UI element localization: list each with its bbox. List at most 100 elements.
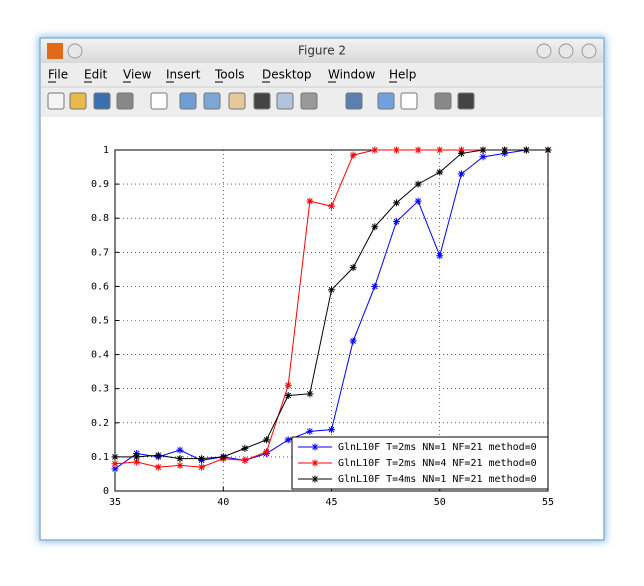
- legend-label: GlnL10F T=4ms NN=1 NF=21 method=0: [338, 474, 537, 485]
- toolbar-button[interactable]: [150, 92, 168, 110]
- title-bar: [41, 39, 603, 63]
- axes-box: [114, 149, 549, 492]
- marker: [133, 453, 141, 461]
- toolbar-button[interactable]: [47, 92, 65, 110]
- toolbar-button[interactable]: [457, 92, 475, 110]
- toolbar-button[interactable]: [434, 92, 452, 110]
- marker: [111, 453, 119, 461]
- marker: [522, 146, 530, 154]
- menu-item[interactable]: Tools: [214, 68, 245, 82]
- x-tick-label: 35: [109, 497, 121, 508]
- marker: [436, 252, 444, 260]
- marker: [544, 146, 552, 154]
- marker: [284, 381, 292, 389]
- marker: [328, 286, 335, 294]
- y-tick-label: 0.5: [91, 316, 109, 327]
- marker: [436, 168, 444, 176]
- legend-box: [291, 436, 549, 490]
- legend-marker: [311, 443, 319, 451]
- marker: [457, 149, 465, 157]
- marker: [263, 436, 271, 444]
- y-tick-label: 0.9: [91, 179, 109, 190]
- marker: [371, 282, 379, 290]
- marker: [392, 199, 400, 207]
- toolbar-button[interactable]: [93, 92, 111, 110]
- y-tick-label: 0.4: [91, 350, 109, 361]
- y-tick-label: 0.1: [91, 452, 109, 463]
- marker: [154, 463, 162, 471]
- toolbar-button[interactable]: [69, 92, 87, 110]
- legend-marker: [311, 475, 319, 483]
- marker: [414, 146, 422, 154]
- toolbar-button[interactable]: [400, 92, 418, 110]
- marker: [457, 170, 465, 178]
- toolbar-button[interactable]: [276, 92, 294, 110]
- y-tick-label: 0.2: [91, 418, 109, 429]
- marker: [479, 146, 487, 154]
- menu-item[interactable]: Window: [328, 68, 376, 82]
- marker: [241, 444, 249, 452]
- marker: [328, 426, 335, 434]
- menu-button[interactable]: [67, 43, 83, 59]
- marker: [133, 458, 141, 466]
- legend-label: GlnL10F T=2ms NN=1 NF=21 method=0: [338, 442, 537, 453]
- marker: [371, 146, 379, 154]
- x-tick-label: 45: [325, 497, 337, 508]
- y-tick-label: 0.7: [91, 247, 109, 258]
- menu-item[interactable]: Insert: [166, 68, 201, 82]
- toolbar-button[interactable]: [300, 92, 318, 110]
- toolbar-button[interactable]: [345, 92, 363, 110]
- marker: [436, 146, 444, 154]
- marker: [241, 456, 249, 464]
- menu-bar: File Edit View Insert Tools Desktop Window Help: [48, 68, 416, 83]
- x-tick-label: 50: [434, 497, 446, 508]
- close-button[interactable]: [581, 43, 597, 59]
- minimize-button[interactable]: [536, 43, 552, 59]
- menu-item[interactable]: File: [48, 68, 68, 82]
- marker: [263, 448, 271, 456]
- marker: [306, 390, 314, 398]
- marker: [349, 337, 357, 345]
- marker: [414, 180, 422, 188]
- toolbar-button[interactable]: [377, 92, 395, 110]
- toolbar: [47, 92, 475, 110]
- y-tick-label: 0.6: [91, 281, 109, 292]
- toolbar-button[interactable]: [116, 92, 134, 110]
- marker: [501, 146, 509, 154]
- maximize-button[interactable]: [558, 43, 574, 59]
- legend-label: GlnL10F T=2ms NN=4 NF=21 method=0: [338, 458, 537, 469]
- marker: [284, 392, 292, 400]
- y-tick-label: 0.3: [91, 384, 109, 395]
- window-title: Figure 2: [298, 44, 346, 58]
- marker: [392, 218, 400, 226]
- marker: [176, 455, 184, 463]
- marker: [111, 460, 119, 468]
- marker: [306, 427, 314, 435]
- marker: [219, 453, 227, 461]
- marker: [111, 465, 119, 473]
- menu-item[interactable]: Edit: [84, 68, 108, 82]
- legend-marker: [311, 459, 319, 467]
- marker: [198, 455, 206, 463]
- menu-item[interactable]: View: [123, 68, 152, 82]
- marker: [349, 264, 357, 272]
- marker: [284, 436, 292, 444]
- toolbar-button[interactable]: [228, 92, 246, 110]
- toolbar-button[interactable]: [179, 92, 197, 110]
- marker: [176, 461, 184, 469]
- marker: [349, 151, 357, 159]
- menu-item[interactable]: Help: [389, 68, 416, 82]
- menu-item[interactable]: Desktop: [262, 68, 312, 82]
- x-tick-label: 40: [217, 497, 229, 508]
- marker: [479, 153, 487, 161]
- toolbar-button[interactable]: [253, 92, 271, 110]
- y-tick-label: 1: [103, 145, 109, 156]
- toolbar-button[interactable]: [203, 92, 221, 110]
- marker: [154, 451, 162, 459]
- app-icon: [47, 43, 63, 59]
- marker: [328, 202, 335, 210]
- marker: [306, 197, 314, 205]
- y-tick-label: 0.8: [91, 213, 109, 224]
